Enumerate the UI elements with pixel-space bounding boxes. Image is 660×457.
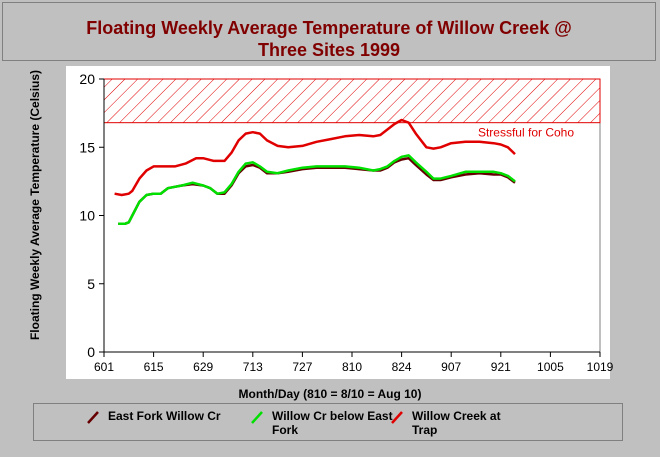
series-line-2 — [114, 118, 516, 197]
x-tick-label: 727 — [292, 360, 312, 374]
y-tick-label: 20 — [79, 71, 95, 87]
y-tick-label: 0 — [87, 344, 95, 360]
x-tick-label: 810 — [342, 360, 362, 374]
legend-swatch-east-fork — [87, 411, 99, 424]
x-tick-label: 1019 — [587, 360, 614, 374]
x-tick-label: 601 — [94, 360, 114, 374]
legend-label-at-trap: Willow Creek at Trap — [412, 409, 501, 437]
y-tick-label: 10 — [79, 208, 95, 224]
y-tick-label: 5 — [87, 276, 95, 292]
chart-title-line1: Floating Weekly Average Temperature of W… — [86, 18, 572, 38]
x-axis-label: Month/Day (810 = 8/10 = Aug 10) — [238, 387, 422, 401]
title-panel: Floating Weekly Average Temperature of W… — [2, 2, 656, 61]
chart-area: Stressful for Coho 0 5 10 15 20 601 615 629 713 7… — [66, 66, 614, 379]
legend-swatch-at-trap — [391, 411, 403, 424]
legend-label-below-east-fork: Willow Cr below East Fork — [272, 409, 393, 437]
x-tick-label: 629 — [193, 360, 213, 374]
x-tick-label: 824 — [392, 360, 412, 374]
x-tick-label: 713 — [243, 360, 263, 374]
legend: East Fork Willow Cr Willow Cr below East… — [33, 403, 623, 441]
legend-item-at-trap: Willow Creek at Trap — [390, 409, 522, 437]
legend-swatch-below-east-fork — [251, 411, 263, 424]
x-tick-label: 1005 — [537, 360, 564, 374]
series-line-1 — [118, 154, 516, 225]
legend-item-below-east-fork: Willow Cr below East Fork — [250, 409, 407, 437]
legend-label-east-fork: East Fork Willow Cr — [108, 409, 221, 423]
y-tick-label: 15 — [79, 139, 95, 155]
legend-item-east-fork: East Fork Willow Cr — [86, 409, 258, 424]
chart-title-line2: Three Sites 1999 — [257, 40, 401, 60]
threshold-label: Stressful for Coho — [478, 126, 574, 140]
x-tick-label: 907 — [441, 360, 461, 374]
x-tick-label: 921 — [491, 360, 511, 374]
x-tick-label: 615 — [144, 360, 164, 374]
threshold-band — [103, 78, 601, 124]
